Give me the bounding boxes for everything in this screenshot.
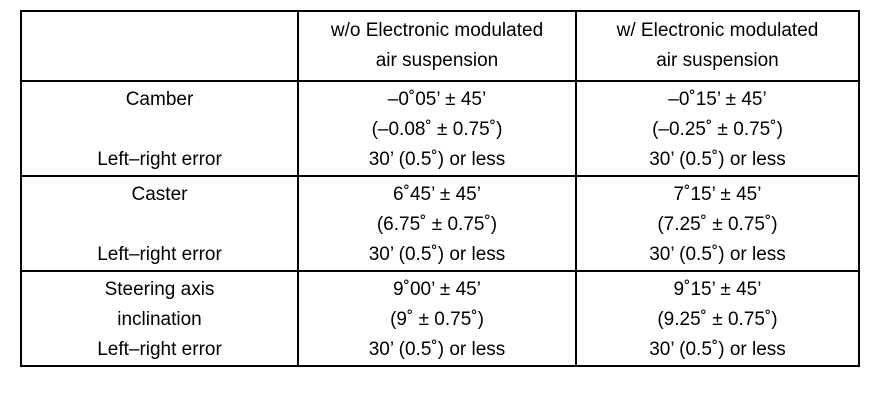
item-cell: Steering axis inclination Left–right error <box>20 270 299 367</box>
value-text: (6.75˚ ± 0.75˚) <box>376 214 498 235</box>
header-text: w/ Electronic modulated <box>616 20 819 41</box>
sub-label: Left–right error <box>97 149 222 170</box>
value-text: (–0.25˚ ± 0.75˚) <box>652 119 783 140</box>
value-text: (7.25˚ ± 0.75˚) <box>657 214 778 235</box>
header-cell: w/ Electronic modulated air suspension <box>575 10 860 82</box>
value-cell: 7˚15’ ± 45’ (7.25˚ ± 0.75˚) 30’ (0.5˚) or … <box>575 175 860 272</box>
sub-label: Left–right error <box>97 339 222 360</box>
value-cell: 9˚15’ ± 45’ (9.25˚ ± 0.75˚) 30’ (0.5˚) or … <box>575 270 860 367</box>
item-cell: Camber Left–right error <box>20 80 299 177</box>
table-row: Caster Left–right error 6˚45’ ± 45’ (6.75˚ … <box>20 175 860 272</box>
value-cell: –0˚05’ ± 45’ (–0.08˚ ± 0.75˚) 30’ (0.5˚) o… <box>297 80 577 177</box>
value-text: (–0.08˚ ± 0.75˚) <box>371 119 503 140</box>
value-text: –0˚15’ ± 45’ <box>668 89 767 110</box>
sub-label: Left–right error <box>97 244 222 265</box>
value-text: –0˚05’ ± 45’ <box>387 89 487 110</box>
item-label: Caster <box>131 184 188 205</box>
value-text: 30’ (0.5˚) or less <box>649 244 786 265</box>
item-label: inclination <box>117 309 202 330</box>
spacer <box>22 210 297 240</box>
spacer <box>22 115 297 145</box>
item-label: Camber <box>125 89 194 110</box>
item-label: Steering axis <box>104 279 215 300</box>
header-cell: w/o Electronic modulated air suspension <box>297 10 577 82</box>
value-text: 7˚15’ ± 45’ <box>673 184 762 205</box>
header-text: air suspension <box>375 50 499 71</box>
header-text: w/o Electronic modulated <box>330 20 544 41</box>
value-text: 6˚45’ ± 45’ <box>393 184 481 205</box>
item-cell: Caster Left–right error <box>20 175 299 272</box>
header-text: air suspension <box>656 50 779 71</box>
header-cell <box>20 10 299 82</box>
value-text: 30’ (0.5˚) or less <box>649 149 786 170</box>
value-text: 30’ (0.5˚) or less <box>368 149 506 170</box>
value-cell: 9˚00’ ± 45’ (9˚ ± 0.75˚) 30’ (0.5˚) or les… <box>297 270 577 367</box>
value-text: 30’ (0.5˚) or less <box>368 244 506 265</box>
value-text: 30’ (0.5˚) or less <box>368 339 506 360</box>
value-cell: 6˚45’ ± 45’ (6.75˚ ± 0.75˚) 30’ (0.5˚) or … <box>297 175 577 272</box>
spec-table: w/o Electronic modulated air suspension w/… <box>20 10 860 367</box>
value-text: 30’ (0.5˚) or less <box>649 339 786 360</box>
value-text: 9˚15’ ± 45’ <box>673 279 762 300</box>
table-row: Camber Left–right error –0˚05’ ± 45’ (–0.08… <box>20 80 860 177</box>
table-row: Steering axis inclination Left–right error… <box>20 270 860 367</box>
header-row: w/o Electronic modulated air suspension w/… <box>20 10 860 82</box>
value-cell: –0˚15’ ± 45’ (–0.25˚ ± 0.75˚) 30’ (0.5˚) o… <box>575 80 860 177</box>
value-text: (9.25˚ ± 0.75˚) <box>657 309 778 330</box>
value-text: 9˚00’ ± 45’ <box>393 279 481 300</box>
value-text: (9˚ ± 0.75˚) <box>390 309 484 330</box>
